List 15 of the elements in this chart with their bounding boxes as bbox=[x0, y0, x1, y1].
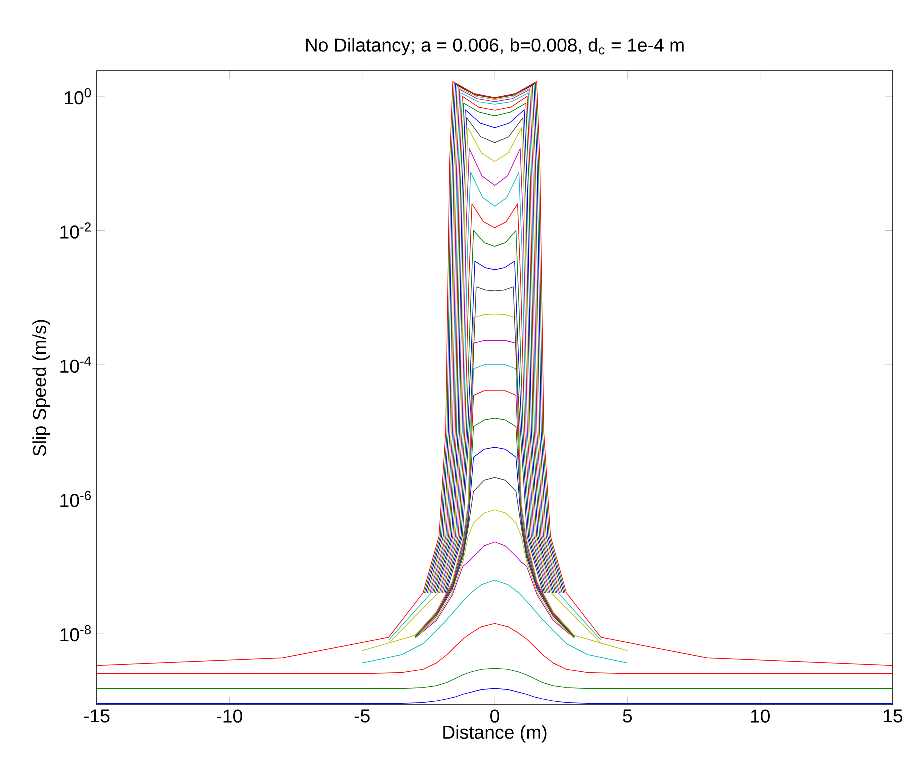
x-axis-title: Distance (m) bbox=[444, 725, 547, 743]
x-tick-label: 5 bbox=[623, 710, 632, 723]
x-tick-label: 10 bbox=[751, 710, 770, 723]
chart-title: No Dilatancy; a = 0.006, b=0.008, d$_{c}$ = 1e-4 m bbox=[306, 38, 684, 56]
x-tick-label: -10 bbox=[217, 710, 242, 723]
x-tick-label: -5 bbox=[354, 710, 370, 723]
y-tick-label: 10$^{-2}$ bbox=[60, 222, 91, 239]
x-tick-label: -15 bbox=[84, 710, 110, 723]
y-tick-label: 10$^{-8}$ bbox=[60, 625, 92, 642]
y-tick-label: 10$^{-6}$ bbox=[60, 491, 92, 508]
y-tick-label: 10$^{-4}$ bbox=[60, 356, 92, 374]
x-tick-label: 0 bbox=[490, 710, 500, 723]
y-axis-title: Slip Speed (m/s) bbox=[32, 320, 50, 456]
y-tick-label: 10$^{0}$ bbox=[65, 88, 92, 105]
x-tick-label: 15 bbox=[884, 710, 903, 723]
